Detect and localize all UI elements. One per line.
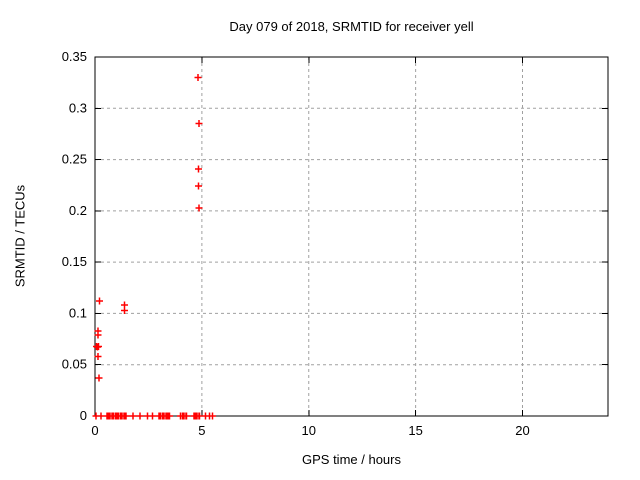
chart-title: Day 079 of 2018, SRMTID for receiver yel… <box>229 19 474 34</box>
y-tick-label: 0.1 <box>69 305 87 320</box>
x-tick-label: 0 <box>91 423 98 438</box>
x-axis-label: GPS time / hours <box>302 452 401 467</box>
x-tick-label: 20 <box>515 423 529 438</box>
x-tick-label: 15 <box>408 423 422 438</box>
x-tick-label: 5 <box>198 423 205 438</box>
y-tick-label: 0.35 <box>62 49 87 64</box>
data-points <box>92 74 216 420</box>
y-tick-label: 0 <box>80 408 87 423</box>
plot-border <box>94 56 609 417</box>
y-tick-label: 0.25 <box>62 152 87 167</box>
y-tick-label: 0.05 <box>62 357 87 372</box>
y-tick-label: 0.2 <box>69 203 87 218</box>
y-tick-label: 0.3 <box>69 100 87 115</box>
x-tick-label: 10 <box>302 423 316 438</box>
y-tick-label: 0.15 <box>62 254 87 269</box>
